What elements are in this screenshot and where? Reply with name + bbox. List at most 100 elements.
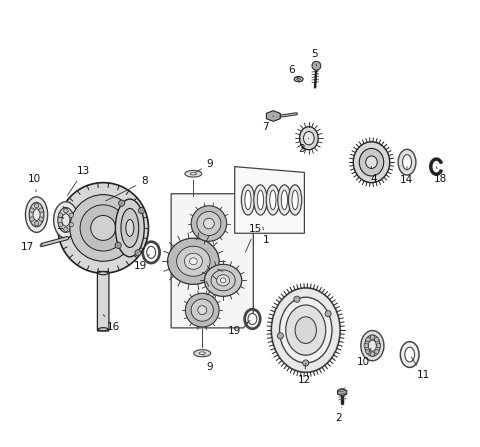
Ellipse shape xyxy=(300,127,318,150)
Text: 14: 14 xyxy=(400,167,413,185)
Ellipse shape xyxy=(98,328,108,331)
Circle shape xyxy=(197,211,221,236)
Circle shape xyxy=(364,343,368,348)
Circle shape xyxy=(64,227,68,232)
Ellipse shape xyxy=(220,278,226,283)
Circle shape xyxy=(80,205,126,251)
Circle shape xyxy=(91,215,116,240)
Circle shape xyxy=(370,352,374,356)
Circle shape xyxy=(376,343,381,348)
Text: 2: 2 xyxy=(336,407,342,423)
Ellipse shape xyxy=(398,149,416,175)
Ellipse shape xyxy=(279,297,332,363)
Ellipse shape xyxy=(211,270,235,291)
Text: 10: 10 xyxy=(357,348,371,367)
Ellipse shape xyxy=(403,155,411,170)
Ellipse shape xyxy=(361,331,384,361)
Circle shape xyxy=(35,203,39,208)
Ellipse shape xyxy=(405,347,415,362)
Ellipse shape xyxy=(295,317,316,343)
Ellipse shape xyxy=(184,253,203,270)
Text: 6: 6 xyxy=(288,65,299,79)
Ellipse shape xyxy=(98,272,108,275)
Circle shape xyxy=(370,335,374,339)
Circle shape xyxy=(374,337,379,342)
Circle shape xyxy=(39,217,43,221)
Circle shape xyxy=(64,208,68,213)
Text: 13: 13 xyxy=(67,166,90,195)
Circle shape xyxy=(70,194,136,261)
Circle shape xyxy=(39,208,43,212)
Circle shape xyxy=(69,213,73,218)
Text: 9: 9 xyxy=(196,159,213,172)
Circle shape xyxy=(58,213,63,218)
Text: 9: 9 xyxy=(204,356,213,371)
Circle shape xyxy=(204,218,214,229)
Ellipse shape xyxy=(257,190,264,210)
Text: 8: 8 xyxy=(106,176,148,201)
Text: 10: 10 xyxy=(28,174,41,192)
Ellipse shape xyxy=(359,148,384,176)
Circle shape xyxy=(58,183,148,273)
Circle shape xyxy=(135,249,141,256)
Ellipse shape xyxy=(147,246,156,258)
Text: 4: 4 xyxy=(370,167,377,184)
Ellipse shape xyxy=(297,78,300,80)
Circle shape xyxy=(35,221,39,226)
Text: 15: 15 xyxy=(246,224,262,252)
Ellipse shape xyxy=(216,275,229,286)
Ellipse shape xyxy=(168,238,219,284)
Ellipse shape xyxy=(278,185,291,215)
Circle shape xyxy=(191,206,227,241)
Ellipse shape xyxy=(288,185,302,215)
Circle shape xyxy=(302,360,309,366)
Ellipse shape xyxy=(62,214,70,226)
FancyBboxPatch shape xyxy=(97,271,109,331)
Text: 18: 18 xyxy=(434,167,447,184)
Ellipse shape xyxy=(266,185,279,215)
Ellipse shape xyxy=(126,219,134,236)
Ellipse shape xyxy=(366,156,377,169)
Ellipse shape xyxy=(190,258,197,265)
Polygon shape xyxy=(171,194,253,328)
Ellipse shape xyxy=(54,202,78,238)
Text: 19: 19 xyxy=(133,254,149,271)
Text: 7: 7 xyxy=(262,116,273,132)
Ellipse shape xyxy=(294,76,303,82)
Ellipse shape xyxy=(115,199,144,257)
Ellipse shape xyxy=(121,208,139,248)
Ellipse shape xyxy=(58,207,74,232)
Circle shape xyxy=(191,299,213,321)
Ellipse shape xyxy=(368,340,376,351)
Text: 5: 5 xyxy=(312,49,318,66)
Text: 19: 19 xyxy=(228,320,250,336)
Circle shape xyxy=(374,350,379,354)
Ellipse shape xyxy=(286,305,326,355)
Circle shape xyxy=(69,223,73,227)
Ellipse shape xyxy=(185,170,202,177)
Circle shape xyxy=(30,217,34,221)
Circle shape xyxy=(115,242,121,249)
Ellipse shape xyxy=(194,350,211,357)
Polygon shape xyxy=(266,111,280,121)
Text: 16: 16 xyxy=(103,315,120,332)
Text: 12: 12 xyxy=(298,364,311,385)
Ellipse shape xyxy=(270,190,276,210)
Ellipse shape xyxy=(248,313,257,325)
Text: 17: 17 xyxy=(21,241,42,252)
Ellipse shape xyxy=(29,202,44,227)
Circle shape xyxy=(119,200,125,207)
Circle shape xyxy=(277,333,284,339)
Polygon shape xyxy=(337,389,347,396)
Ellipse shape xyxy=(25,197,48,232)
Ellipse shape xyxy=(199,352,205,354)
Ellipse shape xyxy=(400,342,419,367)
Circle shape xyxy=(294,296,300,302)
Ellipse shape xyxy=(292,190,298,210)
Polygon shape xyxy=(235,167,304,233)
Circle shape xyxy=(138,207,144,214)
Circle shape xyxy=(366,350,370,354)
Circle shape xyxy=(198,306,207,315)
Ellipse shape xyxy=(365,335,380,356)
Ellipse shape xyxy=(204,264,242,296)
